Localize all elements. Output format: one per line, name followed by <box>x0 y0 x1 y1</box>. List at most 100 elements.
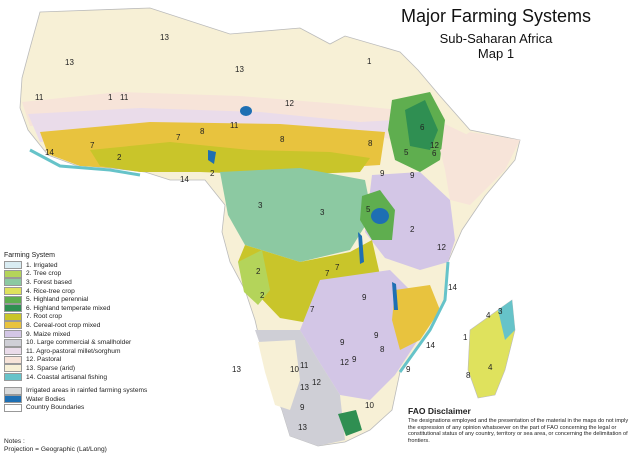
zone-number-label: 9 <box>352 355 357 364</box>
legend-label: 10. Large commercial & smallholder <box>26 339 132 347</box>
legend-item: 1. Irrigated <box>4 261 194 270</box>
zone-number-label: 8 <box>280 135 285 144</box>
zone-number-label: 9 <box>362 293 367 302</box>
zone-root-crop-west <box>90 142 370 175</box>
legend-label: 5. Highland perennial <box>26 296 89 304</box>
legend-swatch <box>4 287 22 296</box>
legend-item: 5. Highland perennial <box>4 295 194 304</box>
madagascar-coast <box>498 300 515 340</box>
legend-label: 3. Forest based <box>26 278 72 286</box>
legend-label: Irrigated areas in rainfed farming syste… <box>26 387 148 395</box>
zone-number-label: 10 <box>365 401 374 410</box>
zone-tree-crop-angola <box>238 250 270 305</box>
zone-number-label: 13 <box>232 365 241 374</box>
legend-item: 14. Coastal artisanal fishing <box>4 373 194 382</box>
zone-number-label: 1 <box>108 93 113 102</box>
zone-number-label: 9 <box>300 403 305 412</box>
legend-label: 9. Maize mixed <box>26 330 71 338</box>
zone-number-label: 9 <box>410 171 415 180</box>
legend-label: 12. Pastoral <box>26 356 62 364</box>
zone-number-label: 9 <box>380 169 385 178</box>
zone-number-label: 3 <box>498 307 503 316</box>
zone-forest-based <box>220 168 372 262</box>
legend-extras: Irrigated areas in rainfed farming syste… <box>4 386 194 412</box>
disclaimer-heading: FAO Disclaimer <box>408 406 471 416</box>
legend-label: 14. Coastal artisanal fishing <box>26 373 108 381</box>
zone-number-label: 7 <box>176 133 181 142</box>
zone-horn-pastoral <box>440 132 520 205</box>
zone-number-label: 14 <box>426 341 435 350</box>
legend-label: 13. Sparse (arid) <box>26 364 76 372</box>
legend-item: Water Bodies <box>4 395 194 404</box>
zone-number-label: 13 <box>235 65 244 74</box>
lake-volta <box>208 150 216 164</box>
legend-swatch <box>4 386 22 395</box>
zone-number-label: 13 <box>160 33 169 42</box>
zone-highland-temperate <box>405 100 438 150</box>
zone-number-label: 12 <box>285 99 294 108</box>
legend-item: 13. Sparse (arid) <box>4 364 194 373</box>
zone-number-label: 3 <box>320 208 325 217</box>
zone-number-label: 12 <box>430 141 439 150</box>
zone-number-label: 7 <box>335 263 340 272</box>
zone-sparse-namibia <box>258 340 300 410</box>
map-region: Sub-Saharan Africa <box>439 31 553 46</box>
legend-label: 7. Root crop <box>26 313 62 321</box>
legend-label: 2. Tree crop <box>26 270 62 278</box>
notes-heading: Notes : <box>4 438 25 445</box>
zone-number-label: 14 <box>180 175 189 184</box>
zone-pastoral <box>22 92 470 150</box>
legend-label: Country Boundaries <box>26 404 85 412</box>
zone-number-label: 5 <box>366 205 371 214</box>
lake-malawi <box>392 282 398 310</box>
zone-number-label: 2 <box>410 225 415 234</box>
coast-west-africa <box>29 148 141 177</box>
legend-swatch <box>4 330 22 339</box>
zone-number-label: 6 <box>420 123 425 132</box>
coast-east-africa <box>398 261 450 373</box>
zone-number-label: 7 <box>90 141 95 150</box>
zone-number-label: 12 <box>437 243 446 252</box>
zone-number-label: 6 <box>432 149 437 158</box>
zone-number-label: 9 <box>340 338 345 347</box>
zone-cereal-root-mozambique <box>392 285 440 350</box>
legend-heading: Farming System <box>4 252 55 259</box>
legend-item: Irrigated areas in rainfed farming syste… <box>4 386 194 395</box>
legend-swatch <box>4 304 22 313</box>
zone-number-label: 12 <box>312 378 321 387</box>
map-number: Map 1 <box>477 46 515 61</box>
zone-number-label: 12 <box>340 358 349 367</box>
legend-item: 7. Root crop <box>4 312 194 322</box>
legend-swatch <box>4 338 22 347</box>
legend-label: 6. Highland temperate mixed <box>26 304 111 312</box>
zone-number-label: 13 <box>298 423 307 432</box>
legend-swatch <box>4 295 22 304</box>
zone-number-label: 2 <box>260 291 265 300</box>
lake-chad <box>240 106 252 116</box>
legend-swatch <box>4 269 22 278</box>
zone-number-label: 11 <box>120 93 129 102</box>
legend-label: 1. Irrigated <box>26 261 58 269</box>
notes: Notes : Projection = Geographic (Lat/Lon… <box>4 438 107 454</box>
zone-number-label: 14 <box>448 283 457 292</box>
zone-number-label: 2 <box>210 169 215 178</box>
legend-swatch <box>4 355 22 364</box>
zone-number-label: 8 <box>380 345 385 354</box>
zone-highland-lesotho <box>338 410 362 436</box>
zone-number-label: 8 <box>368 139 373 148</box>
legend-swatch <box>4 312 22 321</box>
legend-item: 11. Agro-pastoral millet/sorghum <box>4 347 194 356</box>
legend-item: 6. Highland temperate mixed <box>4 304 194 313</box>
notes-projection: Projection = Geographic (Lat/Long) <box>4 446 107 453</box>
legend-swatch <box>4 395 22 404</box>
zone-number-label: 10 <box>290 365 299 374</box>
zone-number-label: 13 <box>65 58 74 67</box>
lake-victoria <box>371 208 389 224</box>
legend-swatch <box>4 364 22 373</box>
legend-item: 4. Rice-tree crop <box>4 287 194 296</box>
disclaimer-text: The designations employed and the presen… <box>408 418 629 444</box>
zone-number-label: 4 <box>486 311 491 320</box>
legend-swatch <box>4 373 22 382</box>
zone-number-label: 2 <box>256 267 261 276</box>
zone-number-label: 11 <box>230 121 239 130</box>
